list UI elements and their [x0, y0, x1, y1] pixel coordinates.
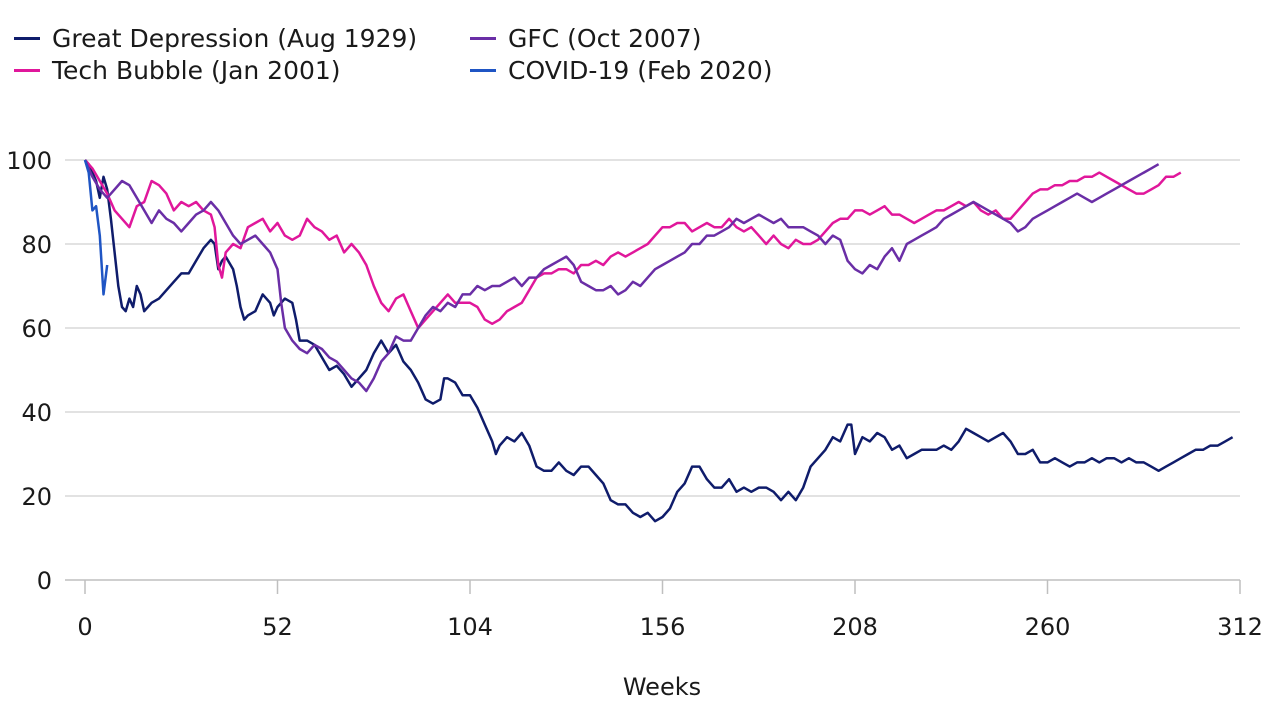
- x-tick-label: 52: [262, 613, 293, 641]
- y-tick-label: 20: [21, 483, 52, 511]
- y-tick-label: 0: [37, 567, 52, 595]
- series-line-2: [83, 159, 1160, 393]
- y-tick-label: 60: [21, 315, 52, 343]
- x-tick-label: 208: [832, 613, 878, 641]
- x-tick-label: 0: [77, 613, 92, 641]
- x-tick-label: 260: [1025, 613, 1071, 641]
- legend-item-gfc[interactable]: GFC (Oct 2007): [470, 22, 701, 54]
- legend-swatch: [470, 36, 496, 40]
- legend-label: Great Depression (Aug 1929): [52, 23, 418, 53]
- gridlines: [65, 159, 1240, 497]
- legend-item-tech-bubble[interactable]: Tech Bubble (Jan 2001): [14, 54, 341, 86]
- axes: 0 20 40 60 80 100 0 52 104 156 208 260 312: [6, 147, 1263, 641]
- legend-item-great-depression[interactable]: Great Depression (Aug 1929): [14, 22, 417, 54]
- x-axis-title: Weeks: [623, 673, 701, 701]
- series-lines: [83, 159, 1234, 523]
- legend-label: Tech Bubble (Jan 2001): [52, 55, 341, 85]
- x-tick-label: 156: [640, 613, 686, 641]
- legend: Great Depression (Aug 1929) Tech Bubble …: [0, 22, 1280, 92]
- series-line-3: [83, 159, 109, 296]
- legend-swatch: [14, 68, 40, 72]
- legend-label: GFC (Oct 2007): [508, 23, 702, 53]
- y-tick-label: 80: [21, 231, 52, 259]
- legend-item-covid-19[interactable]: COVID-19 (Feb 2020): [470, 54, 773, 86]
- legend-swatch: [470, 68, 496, 72]
- series-line-0: [84, 159, 1234, 523]
- x-tick-label: 104: [447, 613, 493, 641]
- y-tick-label: 100: [6, 147, 52, 175]
- legend-swatch: [14, 36, 40, 40]
- y-tick-label: 40: [21, 399, 52, 427]
- x-tick-label: 312: [1217, 613, 1263, 641]
- series-line-1: [84, 159, 1182, 330]
- legend-label: COVID-19 (Feb 2020): [508, 55, 773, 85]
